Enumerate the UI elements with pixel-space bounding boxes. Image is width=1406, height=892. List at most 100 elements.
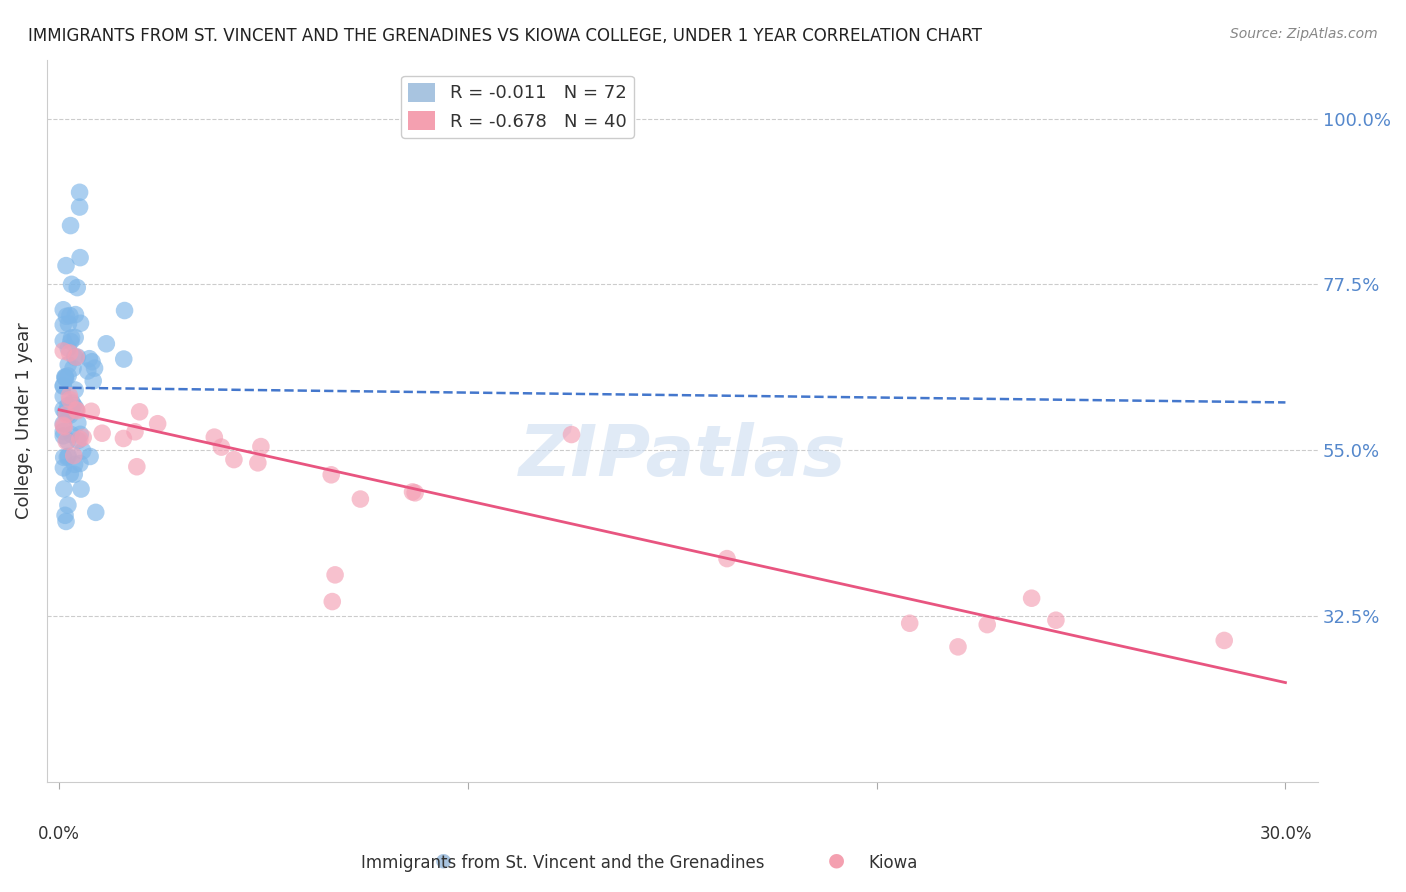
Point <box>69 457 91 471</box>
Point <box>55 371 77 385</box>
Point <box>202 430 225 444</box>
Point <box>69 186 91 200</box>
Point <box>66 416 89 430</box>
Legend: R = -0.011   N = 72, R = -0.678   N = 40: R = -0.011 N = 72, R = -0.678 N = 40 <box>401 76 634 138</box>
Point <box>246 456 269 470</box>
Text: Kiowa: Kiowa <box>868 855 918 872</box>
Point <box>72 430 94 444</box>
Point <box>66 404 89 418</box>
Point <box>56 368 79 383</box>
Point <box>52 482 75 496</box>
Point <box>63 458 86 472</box>
Text: 0.0%: 0.0% <box>38 825 80 844</box>
Point <box>72 444 94 458</box>
Point <box>80 355 103 369</box>
Point <box>59 408 82 422</box>
Point <box>65 401 87 416</box>
Point <box>80 404 103 418</box>
Point <box>58 407 80 421</box>
Point <box>59 346 82 360</box>
Point <box>52 429 75 443</box>
Point <box>128 405 150 419</box>
Point <box>124 425 146 439</box>
Point <box>82 374 104 388</box>
Point <box>321 594 343 608</box>
Point <box>56 399 79 413</box>
Point <box>56 434 79 448</box>
Point <box>52 334 75 348</box>
Point <box>58 389 80 403</box>
Point <box>69 427 91 442</box>
Point <box>404 486 426 500</box>
Point <box>62 361 84 376</box>
Text: IMMIGRANTS FROM ST. VINCENT AND THE GRENADINES VS KIOWA COLLEGE, UNDER 1 YEAR CO: IMMIGRANTS FROM ST. VINCENT AND THE GREN… <box>28 27 983 45</box>
Point <box>58 358 80 372</box>
Text: ZIPatlas: ZIPatlas <box>519 423 846 491</box>
Point <box>401 484 423 499</box>
Point <box>52 425 75 439</box>
Point <box>62 398 84 412</box>
Point <box>1213 633 1236 648</box>
Point <box>53 419 76 434</box>
Point <box>60 427 83 442</box>
Point <box>52 402 75 417</box>
Point <box>52 450 75 465</box>
Point <box>52 460 75 475</box>
Point <box>52 379 75 393</box>
Point <box>69 316 91 330</box>
Point <box>66 350 89 364</box>
Text: ●: ● <box>828 851 845 870</box>
Point <box>112 432 135 446</box>
Point <box>560 427 582 442</box>
Point <box>60 396 83 410</box>
Point <box>79 351 101 366</box>
Point <box>125 459 148 474</box>
Point <box>70 482 93 496</box>
Point <box>69 251 91 265</box>
Point <box>66 280 89 294</box>
Y-axis label: College, Under 1 year: College, Under 1 year <box>15 323 32 519</box>
Point <box>56 450 79 465</box>
Point <box>52 344 75 359</box>
Point <box>716 551 738 566</box>
Point <box>55 434 77 449</box>
Point <box>349 491 371 506</box>
Point <box>976 617 998 632</box>
Point <box>321 467 343 482</box>
Point <box>63 467 86 482</box>
Point <box>60 331 83 345</box>
Point <box>114 303 136 318</box>
Point <box>56 498 79 512</box>
Point <box>60 402 83 417</box>
Text: ●: ● <box>434 851 451 870</box>
Point <box>58 450 80 464</box>
Point <box>250 440 273 454</box>
Point <box>53 370 76 384</box>
Point <box>59 309 82 323</box>
Point <box>79 450 101 464</box>
Point <box>53 508 76 523</box>
Point <box>69 432 91 446</box>
Point <box>1045 613 1067 627</box>
Point <box>84 505 107 519</box>
Text: Immigrants from St. Vincent and the Grenadines: Immigrants from St. Vincent and the Gren… <box>361 855 763 872</box>
Point <box>58 317 80 331</box>
Point <box>55 310 77 324</box>
Point <box>58 341 80 355</box>
Point <box>53 405 76 419</box>
Point <box>63 330 86 344</box>
Point <box>55 408 77 422</box>
Point <box>55 259 77 273</box>
Point <box>52 417 75 431</box>
Point <box>52 378 75 392</box>
Point <box>209 440 232 454</box>
Point <box>76 364 98 378</box>
Point <box>91 426 114 441</box>
Point <box>55 515 77 529</box>
Text: 30.0%: 30.0% <box>1260 825 1312 844</box>
Point <box>62 449 84 463</box>
Point <box>65 308 87 322</box>
Point <box>65 350 87 364</box>
Point <box>55 370 77 384</box>
Point <box>65 402 87 417</box>
